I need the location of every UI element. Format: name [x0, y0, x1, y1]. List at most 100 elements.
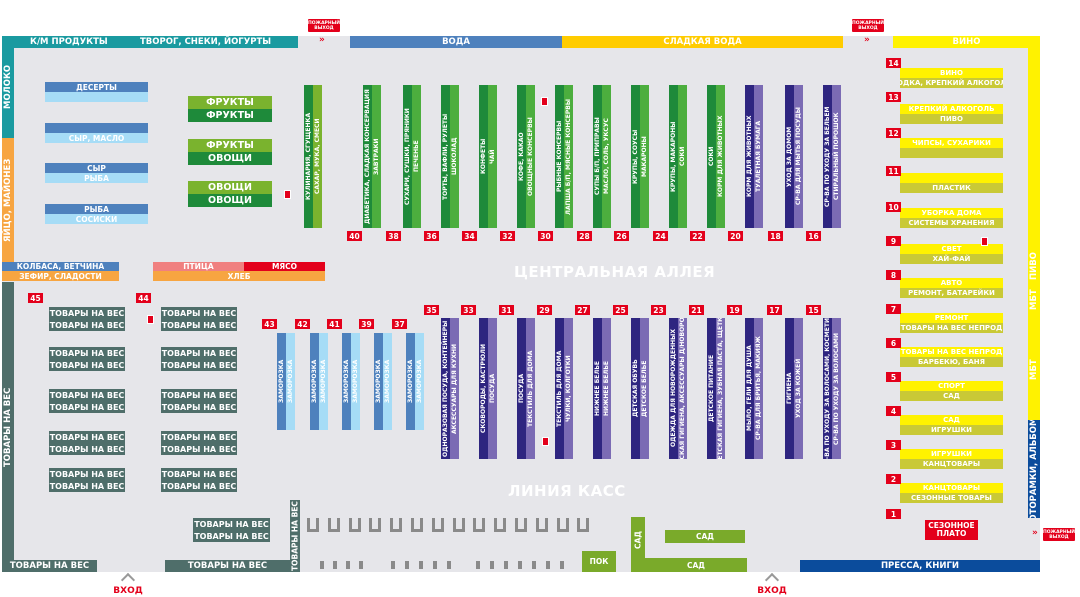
zone-sad-top[interactable]: САД: [665, 530, 745, 543]
aisle-bottom[interactable]: ПОСУДА ТЕКСТИЛЬ ДЛЯ ДОМА: [517, 318, 535, 459]
aisle-bottom[interactable]: ДЕТСКАЯ ОБУВЬ ДЕТСКОЕ БЕЛЬЕ: [631, 318, 649, 459]
zone-kolbasa[interactable]: КОЛБАСА, ВЕТЧИНА: [2, 262, 119, 271]
aisle-bottom[interactable]: МЫЛО, ГЕЛИ ДЛЯ ДУША СР-ВА ДЛЯ БРИТЬЯ, МАК…: [745, 318, 763, 459]
zone-moloko[interactable]: МОЛОКО: [2, 36, 14, 138]
aisle-number: 35: [424, 305, 439, 315]
weight-island[interactable]: ТОВАРЫ НА ВЕС ТОВАРЫ НА ВЕС: [193, 518, 270, 542]
aisle-label: СР-ВА ПО УХОДУ ЗА БЕЛЬЕМ: [823, 85, 832, 228]
dairy-island[interactable]: СЫР, МАСЛО: [45, 123, 148, 143]
right-island[interactable]: ИГРУШКИ КАНЦТОВАРЫ: [900, 449, 1003, 469]
shelf-label: ТОВАРЫ НА ВЕС: [193, 530, 270, 542]
aisle-bottom[interactable]: ТЕКСТИЛЬ ДЛЯ ДОМА ЧУЛКИ, КОЛГОТКИ: [555, 318, 573, 459]
zone-voda[interactable]: ВОДА: [350, 36, 562, 48]
right-island[interactable]: ПЛАСТИК: [900, 173, 1003, 193]
zone-hleb[interactable]: ХЛЕБ: [153, 271, 325, 281]
right-island[interactable]: КРЕПКИЙ АЛКОГОЛЬ ПИВО: [900, 104, 1003, 124]
weight-island[interactable]: ТОВАРЫ НА ВЕС ТОВАРЫ НА ВЕС: [49, 347, 125, 371]
aisle-frozen[interactable]: ЗАМОРОЗКА ЗАМОРОЗКА: [310, 333, 328, 430]
zone-sad-bottom[interactable]: САД: [645, 558, 747, 572]
zone-sweet-water[interactable]: СЛАДКАЯ ВОДА: [562, 36, 843, 48]
aisle-bottom[interactable]: ОДНОРАЗОВАЯ ПОСУДА, КОНТЕЙНЕРЫ АКСЕССУАРЫ…: [441, 318, 459, 459]
weight-island[interactable]: ТОВАРЫ НА ВЕС ТОВАРЫ НА ВЕС: [161, 389, 237, 413]
zone-top-dairy[interactable]: К/М ПРОДУКТЫ ТВОРОГ, СНЕКИ, ЙОГУРТЫ: [2, 36, 298, 48]
aisle-frozen[interactable]: ЗАМОРОЗКА ЗАМОРОЗКА: [342, 333, 360, 430]
aisle-top[interactable]: КОРМ ДЛЯ ЖИВОТНЫХ ТУАЛЕТНАЯ БУМАГА: [745, 85, 763, 228]
aisle-bottom[interactable]: ДЕТСКОЕ ПИТАНИЕ ДЕТСКАЯ ГИГИЕНА, ЗУБНАЯ П…: [707, 318, 725, 459]
aisle-top[interactable]: КУЛИНАРИЯ, СГУЩЕНКА САХАР, МУКА, СМЕСИ: [304, 85, 322, 228]
produce-island[interactable]: ФРУКТЫ ФРУКТЫ: [188, 96, 272, 122]
aisle-top[interactable]: ДИАБЕТИКА, СЛАДКАЯ КОНСЕРВАЦИЯ ЗАВТРАКИ: [363, 85, 381, 228]
aisle-bottom[interactable]: СКОВОРОДЫ, КАСТРЮЛИ ПОСУДА: [479, 318, 497, 459]
right-island[interactable]: РЕМОНТ ТОВАРЫ НА ВЕС НЕПРОД: [900, 313, 1003, 333]
zone-eggs[interactable]: ЯЙЦО, МАЙОНЕЗ: [2, 138, 14, 262]
right-island[interactable]: САД ИГРУШКИ: [900, 415, 1003, 435]
aisle-top[interactable]: СОКИ КОРМ ДЛЯ ЖИВОТНЫХ: [707, 85, 725, 228]
checkout-counter: [515, 518, 527, 532]
aisle-top[interactable]: КРУПЫ, СОУСЫ МАКАРОНЫ: [631, 85, 649, 228]
aisle-bottom[interactable]: ГИГИЕНА УХОД ЗА КОЖЕЙ: [785, 318, 803, 459]
aisle-top[interactable]: КРУПЫ, МАКАРОНЫ СОКИ: [669, 85, 687, 228]
aisle-top[interactable]: ТОРТЫ, ВАФЛИ, РУЛЕТЫ ШОКОЛАД: [441, 85, 459, 228]
right-island[interactable]: СПОРТ САД: [900, 381, 1003, 401]
zone-mbt-1[interactable]: МБТ: [1028, 280, 1040, 320]
right-island[interactable]: УБОРКА ДОМА СИСТЕМЫ ХРАНЕНИЯ: [900, 208, 1003, 228]
zone-pok[interactable]: ПОК: [582, 551, 616, 572]
entrance-left[interactable]: ВХОД: [108, 572, 148, 596]
right-island[interactable]: АВТО РЕМОНТ, БАТАРЕЙКИ: [900, 278, 1003, 298]
aisle-frozen[interactable]: ЗАМОРОЗКА ЗАМОРОЗКА: [406, 333, 424, 430]
zone-mbt-2[interactable]: МБТ: [1028, 320, 1040, 420]
weight-island[interactable]: ТОВАРЫ НА ВЕС ТОВАРЫ НА ВЕС: [49, 468, 125, 492]
zone-weight-bottom-vertical[interactable]: ТОВАРЫ НА ВЕС: [290, 500, 300, 572]
dairy-island[interactable]: ДЕСЕРТЫ: [45, 82, 148, 102]
aisle-label: КРУПЫ, МАКАРОНЫ: [669, 85, 678, 228]
weight-island[interactable]: ТОВАРЫ НА ВЕС ТОВАРЫ НА ВЕС: [161, 347, 237, 371]
right-island[interactable]: КАНЦТОВАРЫ СЕЗОННЫЕ ТОВАРЫ: [900, 483, 1003, 503]
zone-ptica[interactable]: ПТИЦА: [153, 262, 244, 271]
zone-press[interactable]: ПРЕССА, КНИГИ: [800, 560, 1040, 572]
dairy-island[interactable]: РЫБА СОСИСКИ: [45, 204, 148, 224]
dairy-island[interactable]: СЫР РЫБА: [45, 163, 148, 183]
weight-island[interactable]: ТОВАРЫ НА ВЕС ТОВАРЫ НА ВЕС: [49, 307, 125, 331]
aisle-top[interactable]: СР-ВА ПО УХОДУ ЗА БЕЛЬЕМ СТИРАЛЬНЫЙ ПОРОШ…: [823, 85, 841, 228]
aisle-frozen[interactable]: ЗАМОРОЗКА ЗАМОРОЗКА: [374, 333, 392, 430]
zone-photo-frames[interactable]: ФОТОРАМКИ, АЛЬБОМЫ: [1028, 420, 1040, 518]
zone-weight-left[interactable]: ТОВАРЫ НА ВЕС: [2, 282, 14, 572]
shelf-label: ТОВАРЫ НА ВЕС: [161, 307, 237, 319]
aisle-bottom[interactable]: НИЖНЕЕ БЕЛЬЕ НИЖНЕЕ БЕЛЬЕ: [593, 318, 611, 459]
aisle-top[interactable]: КОНФЕТЫ ЧАЙ: [479, 85, 497, 228]
zone-vino[interactable]: ВИНО: [893, 36, 1040, 48]
weight-island[interactable]: ТОВАРЫ НА ВЕС ТОВАРЫ НА ВЕС: [161, 431, 237, 455]
zone-weight-bottom-1[interactable]: ТОВАРЫ НА ВЕС: [2, 560, 97, 572]
aisle-top[interactable]: РЫБНЫЕ КОНСЕРВЫ ЛАПША Б/П, МЯСНЫЕ КОНСЕРВ…: [555, 85, 573, 228]
entrance-right[interactable]: ВХОД: [752, 572, 792, 596]
right-island[interactable]: ТОВАРЫ НА ВЕС НЕПРОД БАРБЕКЮ, БАНЯ: [900, 347, 1003, 367]
zone-pivo[interactable]: ПИВО: [1028, 48, 1040, 280]
aisle-number: 13: [886, 92, 901, 102]
aisle-top[interactable]: СУПЫ Б/П, ПРИПРАВЫ МАСЛО, СОЛЬ, УКСУС: [593, 85, 611, 228]
weight-island[interactable]: ТОВАРЫ НА ВЕС ТОВАРЫ НА ВЕС: [161, 307, 237, 331]
zone-sad-vertical[interactable]: САД: [631, 517, 645, 572]
weight-island[interactable]: ТОВАРЫ НА ВЕС ТОВАРЫ НА ВЕС: [49, 389, 125, 413]
seasonal-plato[interactable]: СЕЗОННОЕ ПЛАТО: [925, 520, 978, 540]
aisle-label: УХОД ЗА ДОМОМ: [785, 85, 794, 228]
aisle-number: 29: [537, 305, 552, 315]
weight-island[interactable]: ТОВАРЫ НА ВЕС ТОВАРЫ НА ВЕС: [49, 431, 125, 455]
right-island[interactable]: СВЕТ ХАЙ-ФАЙ: [900, 244, 1003, 264]
aisle-bottom[interactable]: ОДЕЖДА ДЛЯ НОВОРОЖДЕННЫХ ДЕТСКАЯ ГИГИЕНА,…: [669, 318, 687, 459]
aisle-top[interactable]: СУХАРИ, СУШКИ, ПРЯНИКИ ПЕЧЕНЬЕ: [403, 85, 421, 228]
aisle-label: СУХАРИ, СУШКИ, ПРЯНИКИ: [403, 85, 412, 228]
right-island[interactable]: ЧИПСЫ, СУХАРИКИ: [900, 138, 1003, 158]
zone-zefir[interactable]: ЗЕФИР, СЛАДОСТИ: [2, 271, 119, 281]
shelf-label: ТОВАРЫ НА ВЕС: [161, 319, 237, 331]
weight-island[interactable]: ТОВАРЫ НА ВЕС ТОВАРЫ НА ВЕС: [161, 468, 237, 492]
produce-island[interactable]: ФРУКТЫ ОВОЩИ: [188, 139, 272, 165]
zone-weight-bottom-2[interactable]: ТОВАРЫ НА ВЕС: [165, 560, 290, 572]
produce-island[interactable]: ОВОЩИ ОВОЩИ: [188, 181, 272, 207]
aisle-bottom[interactable]: СР-ВА ПО УХОДУ ЗА ВОЛОСАМИ, КОСМЕТИКА СР-…: [823, 318, 841, 459]
aisle-top[interactable]: УХОД ЗА ДОМОМ СР-ВА ДЛЯ МЫТЬЯ ПОСУДЫ: [785, 85, 803, 228]
zone-myaso[interactable]: МЯСО: [244, 262, 325, 271]
aisle-top[interactable]: КОФЕ, КАКАО ОВОЩНЫЕ КОНСЕРВЫ: [517, 85, 535, 228]
aisle-label: СУПЫ Б/П, ПРИПРАВЫ: [593, 85, 602, 228]
right-island[interactable]: ВИНОВОДКА, КРЕПКИЙ АЛКОГОЛЬ: [900, 68, 1003, 88]
aisle-frozen[interactable]: ЗАМОРОЗКА ЗАМОРОЗКА: [277, 333, 295, 430]
